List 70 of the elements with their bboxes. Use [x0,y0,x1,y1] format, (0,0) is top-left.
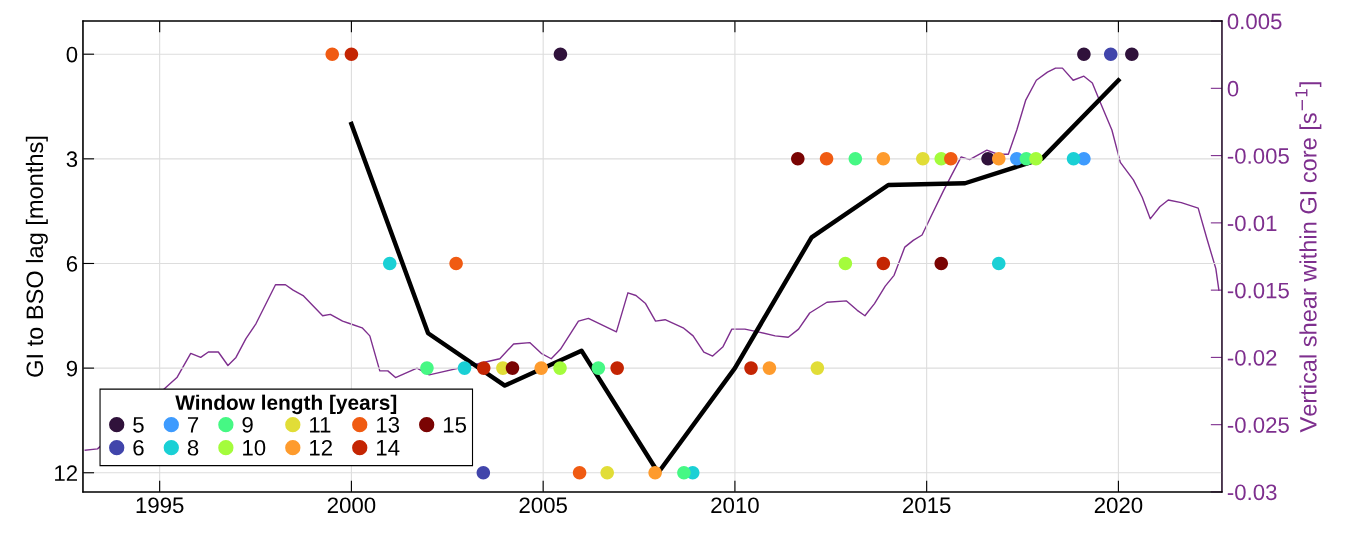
y2-tick-label: 0 [1227,80,1239,97]
point [382,256,397,271]
point [457,361,472,375]
y2-tick-label: -0.015 [1227,282,1289,299]
point [744,361,758,375]
point [677,465,691,480]
legend-label: 15 [443,417,467,433]
point [449,256,463,271]
legend-label: 8 [187,439,199,456]
x-tick-label: 2000 [327,497,376,514]
point [916,152,930,166]
point [934,256,948,271]
point [325,47,339,61]
legend-title: Window length [years] [175,394,397,415]
point [819,152,834,166]
y-axis-title: GI to BSO lag [months] [25,136,48,377]
point [810,361,825,375]
y2-tick-label: 0.005 [1227,13,1282,30]
point [553,47,568,61]
point [476,361,491,375]
point [1125,47,1139,61]
y2-axis-title: Vertical shear within GI core [s$^{−1}$] [1295,82,1322,433]
legend-label: 7 [187,417,199,433]
point [610,361,624,375]
point [991,256,1006,271]
point [344,47,359,61]
legend-label: 14 [377,440,400,456]
legend-label: 13 [377,416,400,433]
point [876,152,891,166]
legend-label: 6 [133,439,144,456]
point [505,361,520,375]
point [476,465,491,480]
y-tick-label: 6 [66,256,78,272]
y-tick-label: 3 [66,151,78,168]
point [991,152,1006,166]
x-tick-label: 2015 [903,497,951,514]
point [1029,152,1043,166]
point [1103,47,1118,61]
point [534,361,549,375]
point [848,152,863,166]
point [553,361,567,375]
y-tick-label: 9 [66,360,78,377]
point [944,152,958,166]
x-tick-label: 2010 [711,497,759,514]
legend-label: 12 [310,439,332,456]
point [791,152,805,166]
point [876,256,891,271]
y2-tick-label: -0.025 [1227,417,1289,433]
legend-label: 11 [310,417,331,433]
y2-tick-label: -0.005 [1227,148,1289,164]
legend-label: 9 [242,416,253,433]
y2-tick-label: -0.02 [1227,349,1277,366]
point [572,465,587,480]
legend-label: 10 [243,439,266,456]
point [762,361,777,375]
x-tick-label: 2020 [1094,497,1143,514]
y2-tick-label: -0.03 [1227,484,1277,501]
point [1077,47,1091,61]
point [838,256,853,271]
y-tick-label: 0 [66,46,78,63]
point [1066,152,1081,166]
x-tick-label: 1995 [136,497,184,514]
x-tick-label: 2005 [519,497,567,514]
point [648,465,662,480]
point [420,361,434,375]
point [591,361,606,375]
y2-tick-label: -0.01 [1227,215,1277,232]
y-tick-label: 12 [55,465,77,481]
point [600,465,614,480]
legend-label: 5 [133,417,144,433]
